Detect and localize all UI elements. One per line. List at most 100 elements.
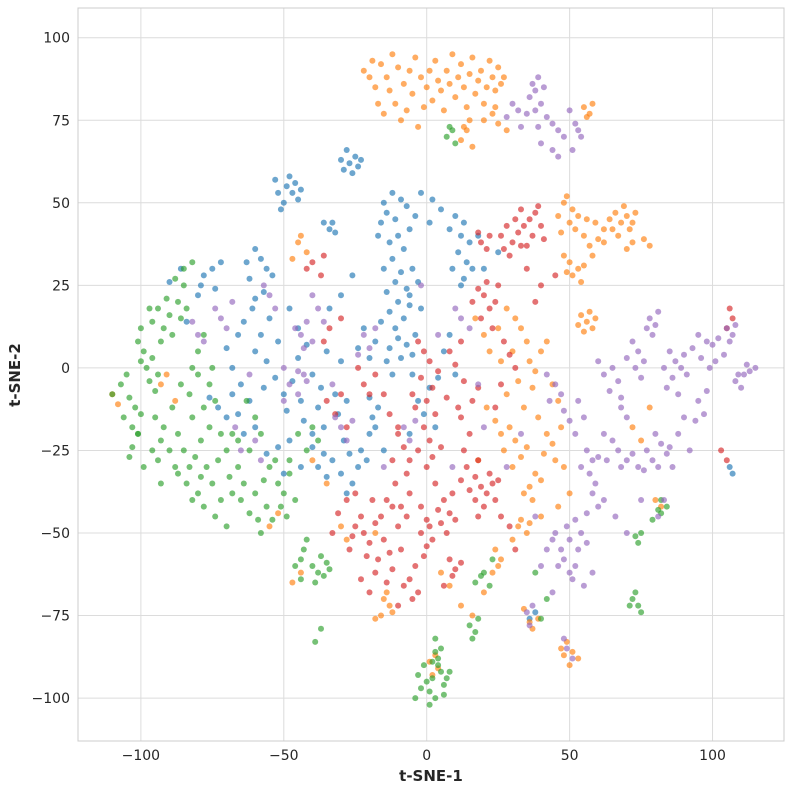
scatter-point [309, 338, 316, 345]
scatter-point [309, 292, 316, 299]
scatter-point [120, 414, 127, 421]
scatter-point [629, 424, 636, 431]
scatter-point [452, 140, 459, 147]
scatter-point [549, 120, 556, 127]
scatter-point [398, 546, 404, 553]
scatter-point [495, 282, 502, 289]
scatter-point [555, 563, 562, 569]
scatter-point [538, 282, 544, 289]
scatter-point [640, 236, 647, 243]
scatter-point [543, 114, 550, 120]
scatter-point [369, 414, 376, 421]
scatter-point [246, 510, 253, 517]
scatter-point [440, 582, 447, 589]
scatter-point [498, 358, 504, 365]
scatter-point [195, 371, 201, 378]
scatter-point [446, 510, 453, 517]
scatter-point [395, 602, 402, 609]
scatter-point [649, 457, 656, 464]
scatter-point [518, 206, 524, 213]
scatter-point [426, 219, 433, 226]
scatter-point [115, 401, 121, 408]
scatter-point [638, 497, 645, 503]
scatter-point [638, 530, 645, 536]
scatter-point [526, 358, 533, 365]
scatter-point [572, 563, 579, 569]
scatter-point [732, 322, 739, 328]
scatter-point [532, 609, 539, 616]
scatter-point [366, 355, 373, 361]
scatter-point [263, 503, 270, 510]
scatter-point [389, 503, 396, 510]
scatter-point [415, 672, 422, 678]
scatter-point [383, 358, 390, 365]
scatter-point [420, 424, 427, 431]
scatter-point [566, 569, 573, 576]
scatter-point [280, 397, 287, 404]
scatter-point [492, 497, 499, 503]
scatter-point [600, 239, 607, 246]
y-axis-label: t-SNE-2 [6, 343, 24, 407]
scatter-point [360, 381, 367, 388]
scatter-point [489, 480, 496, 487]
scatter-point [406, 67, 413, 74]
scatter-point [635, 602, 642, 609]
scatter-point [529, 497, 536, 503]
scatter-point [703, 338, 710, 345]
scatter-point [229, 490, 236, 497]
series-cluster-orange [109, 51, 665, 678]
scatter-point [638, 374, 645, 381]
scatter-point [578, 133, 585, 140]
scatter-point [743, 361, 750, 368]
scatter-point [223, 325, 230, 332]
scatter-point [449, 490, 456, 497]
y-tick-label: 25 [52, 278, 70, 294]
scatter-point [438, 668, 444, 675]
scatter-point [252, 424, 259, 431]
scatter-point [492, 404, 499, 411]
scatter-point [452, 371, 459, 378]
scatter-point [509, 536, 516, 543]
scatter-point [575, 213, 582, 219]
scatter-point [409, 596, 416, 602]
scatter-point [380, 391, 387, 398]
scatter-point [741, 371, 747, 378]
scatter-point [372, 325, 379, 332]
scatter-point [400, 315, 407, 322]
scatter-point [137, 411, 144, 418]
scatter-point [143, 364, 150, 371]
scatter-point [440, 348, 447, 355]
scatter-point [257, 430, 264, 437]
scatter-point [137, 358, 144, 365]
scatter-point [569, 655, 576, 662]
scatter-point [623, 246, 630, 252]
scatter-point [320, 219, 327, 226]
scatter-point [297, 576, 304, 583]
scatter-point [726, 338, 733, 345]
scatter-point [418, 189, 424, 196]
scatter-point [560, 556, 567, 563]
scatter-point [620, 203, 627, 210]
scatter-point [458, 414, 464, 421]
scatter-point [589, 569, 596, 576]
scatter-point [338, 470, 344, 477]
scatter-point [429, 196, 436, 203]
scatter-point [215, 457, 222, 464]
scatter-point [583, 216, 590, 223]
scatter-point [701, 411, 707, 418]
scatter-point [212, 513, 219, 520]
scatter-point [323, 397, 330, 404]
scatter-point [343, 536, 350, 543]
scatter-point [555, 153, 562, 160]
scatter-point [552, 457, 559, 464]
scatter-point [566, 417, 573, 424]
scatter-point [495, 325, 502, 332]
scatter-point [400, 444, 407, 451]
scatter-point [535, 123, 542, 130]
scatter-point [478, 315, 484, 322]
scatter-point [343, 437, 350, 444]
scatter-point [458, 559, 464, 566]
scatter-point [526, 483, 533, 490]
scatter-point [229, 364, 236, 371]
y-tick-label: −75 [40, 609, 70, 625]
